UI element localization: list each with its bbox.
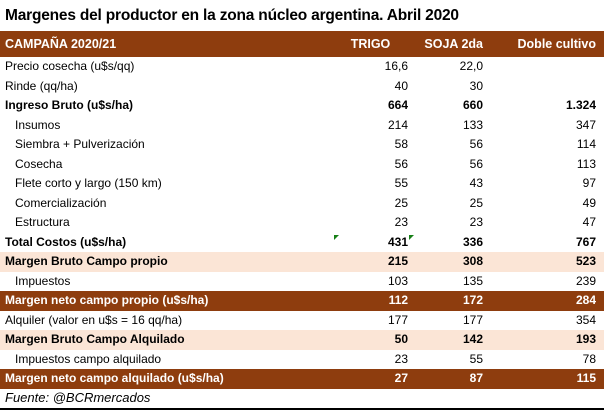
cell-doble: 239 <box>575 273 596 288</box>
cell-trigo: 56 <box>394 156 408 171</box>
margins-table: CAMPAÑA 2020/21 TRIGO SOJA 2da Doble cul… <box>0 31 604 389</box>
table-row: Ingreso Bruto (u$s/ha) 664 660 1.324 <box>0 96 604 116</box>
cell-doble <box>483 77 604 97</box>
cell-doble: 354 <box>575 312 596 327</box>
cell-value: 336 <box>462 234 483 249</box>
excel-error-indicator-icon <box>409 234 414 240</box>
cell-value: 431 <box>387 234 408 249</box>
cell-trigo: 103 <box>387 273 408 288</box>
cell-trigo: 664 <box>387 98 408 112</box>
column-header-soja: SOJA 2da <box>424 37 483 51</box>
table-row: Siembra + Pulverización 58 56 114 <box>0 135 604 155</box>
cell-trigo: 40 <box>394 78 408 93</box>
cell-doble: 115 <box>576 371 596 385</box>
cell-soja: 22,0 <box>459 59 483 73</box>
table-row: Impuestos campo alquilado 23 55 78 <box>0 350 604 370</box>
table-row: Estructura 23 23 47 <box>0 213 604 233</box>
cell-soja: 30 <box>469 78 483 93</box>
cell-soja: 23 <box>469 215 483 229</box>
cell-doble: 284 <box>575 293 596 307</box>
cell-doble: 49 <box>582 195 596 210</box>
row-label: Precio cosecha (u$s/qq) <box>5 59 135 73</box>
table-row: Impuestos 103 135 239 <box>0 272 604 292</box>
row-label: Margen neto campo propio (u$s/ha) <box>5 293 209 307</box>
cell-doble: 114 <box>576 137 596 151</box>
cell-soja: 135 <box>462 273 483 288</box>
cell-trigo: 23 <box>394 351 408 366</box>
cell-doble: 767 <box>575 234 596 249</box>
cell-soja: 56 <box>469 156 483 171</box>
table-row: Total Costos (u$s/ha) 431 336 767 <box>0 233 604 253</box>
cell-trigo: 215 <box>387 254 408 268</box>
cell-trigo: 25 <box>394 195 408 210</box>
column-header-doble-cultivo: Doble cultivo <box>517 37 596 51</box>
table-row: Precio cosecha (u$s/qq) 16,6 22,0 <box>0 57 604 77</box>
cell-trigo: 27 <box>394 371 408 385</box>
excel-error-indicator-icon <box>334 234 339 240</box>
page-title: Margenes del productor en la zona núcleo… <box>5 7 459 24</box>
table-row: Margen Bruto Campo Alquilado 50 142 193 <box>0 330 604 350</box>
cell-doble <box>483 57 604 77</box>
row-label: Estructura <box>15 215 70 229</box>
row-label: Flete corto y largo (150 km) <box>15 176 162 190</box>
table-header-row: CAMPAÑA 2020/21 TRIGO SOJA 2da Doble cul… <box>0 31 604 57</box>
table-row: Alquiler (valor en u$s = 16 qq/ha) 177 1… <box>0 311 604 331</box>
cell-doble: 193 <box>575 332 596 346</box>
table-row: Insumos 214 133 347 <box>0 116 604 136</box>
row-label: Ingreso Bruto (u$s/ha) <box>5 98 134 112</box>
cell-soja: 142 <box>462 332 483 346</box>
row-label: Margen Bruto Campo Alquilado <box>5 332 185 346</box>
cell-doble: 78 <box>582 351 596 366</box>
cell-doble: 523 <box>575 254 596 268</box>
cell-trigo: 112 <box>388 293 408 307</box>
row-label: Insumos <box>15 117 61 132</box>
row-label: Comercialización <box>15 195 107 210</box>
row-label: Siembra + Pulverización <box>15 137 145 151</box>
cell-trigo: 214 <box>387 117 408 132</box>
table-row: Rinde (qq/ha) 40 30 <box>0 77 604 97</box>
cell-trigo: 16,6 <box>384 59 408 73</box>
cell-trigo: 431 <box>333 233 408 253</box>
cell-doble: 47 <box>582 215 596 229</box>
cell-soja: 308 <box>462 254 483 268</box>
table-row: Flete corto y largo (150 km) 55 43 97 <box>0 174 604 194</box>
source-note: Fuente: @BCRmercados <box>0 389 604 410</box>
cell-soja: 55 <box>469 351 483 366</box>
row-label: Impuestos <box>15 273 71 288</box>
cell-soja: 43 <box>469 176 483 190</box>
row-label: Total Costos (u$s/ha) <box>5 234 127 249</box>
row-label: Cosecha <box>15 156 63 171</box>
cell-soja: 660 <box>462 98 483 112</box>
cell-doble: 347 <box>575 117 596 132</box>
row-label: Rinde (qq/ha) <box>5 78 78 93</box>
cell-doble: 113 <box>576 156 596 171</box>
cell-soja: 133 <box>462 117 483 132</box>
cell-soja: 172 <box>462 293 483 307</box>
table-row: Margen neto campo alquilado (u$s/ha) 27 … <box>0 369 604 389</box>
table-row: Cosecha 56 56 113 <box>0 155 604 175</box>
column-header-trigo: TRIGO <box>350 37 391 51</box>
cell-doble: 1.324 <box>565 98 596 112</box>
row-label: Margen neto campo alquilado (u$s/ha) <box>5 371 224 385</box>
cell-trigo: 177 <box>387 312 408 327</box>
cell-trigo: 50 <box>394 332 408 346</box>
cell-soja: 336 <box>408 233 483 253</box>
cell-trigo: 58 <box>394 137 408 151</box>
row-label: Margen Bruto Campo propio <box>5 254 168 268</box>
cell-soja: 87 <box>469 371 483 385</box>
table-row: Margen Bruto Campo propio 215 308 523 <box>0 252 604 272</box>
cell-trigo: 23 <box>394 215 408 229</box>
cell-doble: 97 <box>582 176 596 190</box>
cell-soja: 177 <box>462 312 483 327</box>
row-label: Impuestos campo alquilado <box>15 351 162 366</box>
cell-trigo: 55 <box>394 176 408 190</box>
column-header-campana: CAMPAÑA 2020/21 <box>5 37 117 51</box>
table-row: Comercialización 25 25 49 <box>0 194 604 214</box>
cell-soja: 56 <box>469 137 483 151</box>
row-label: Alquiler (valor en u$s = 16 qq/ha) <box>5 312 183 327</box>
table-row: Margen neto campo propio (u$s/ha) 112 17… <box>0 291 604 311</box>
cell-soja: 25 <box>469 195 483 210</box>
